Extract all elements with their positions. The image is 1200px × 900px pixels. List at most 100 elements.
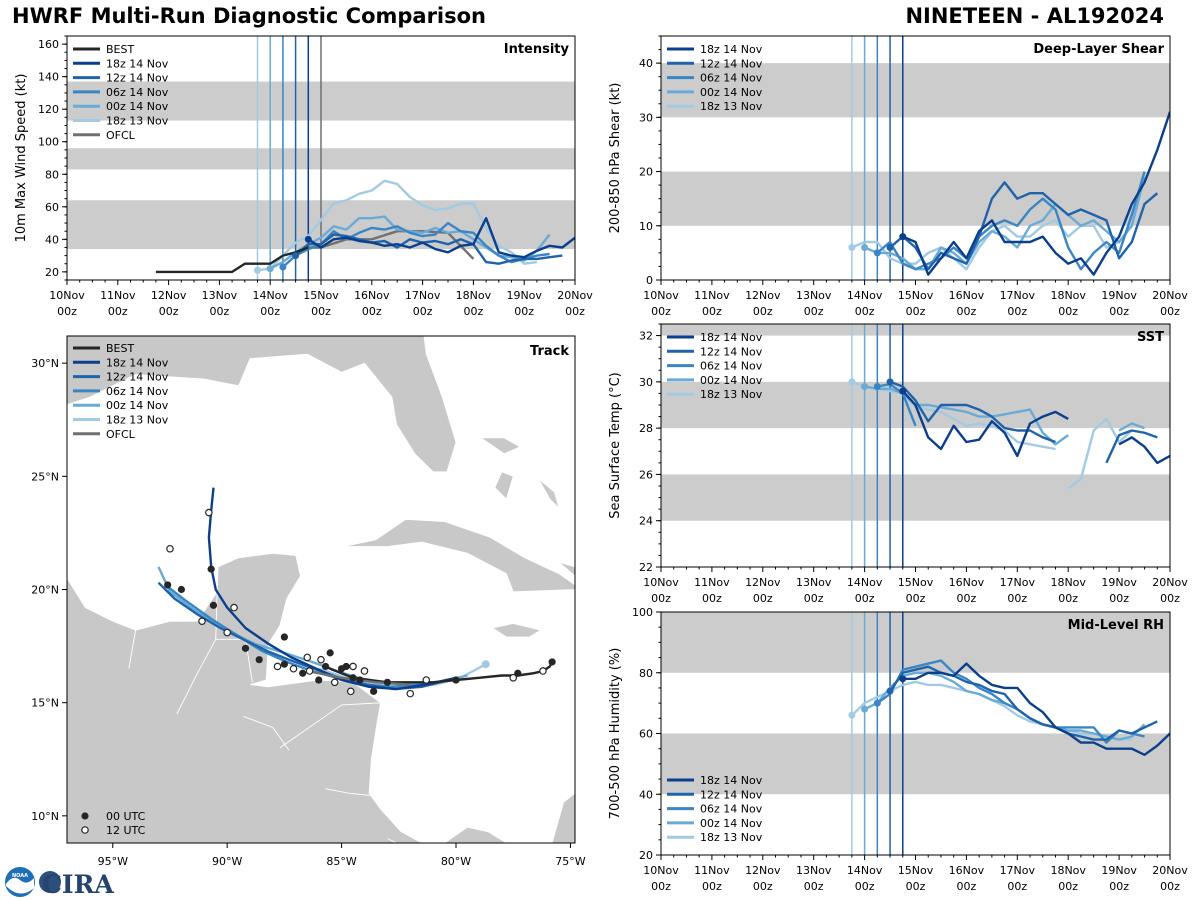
intensity-init-dot-r06z14 (279, 263, 287, 271)
shear-xtick-label-hour: 00z (906, 305, 926, 318)
shear-panel: 0 10 20 30 40 10Nov 00z 11Nov 00z 12Nov 00z 13Nov 00… (608, 35, 1188, 318)
track-legend-label: 12z 14 Nov (106, 371, 169, 384)
land-southam (551, 792, 575, 843)
track-marker-00utc (241, 644, 250, 652)
marker-legend-12utc-icon (81, 826, 89, 834)
intensity-xtick-label-day: 16Nov (354, 289, 390, 302)
intensity-legend-label: 06z 14 Nov (106, 86, 169, 99)
shear-title: Deep-Layer Shear (1033, 42, 1164, 57)
marker-legend-00utc-icon (81, 812, 89, 820)
intensity-init-dot-r00z14 (266, 265, 274, 273)
track-land (67, 336, 575, 843)
sst-legend-label: 12z 14 Nov (700, 345, 763, 358)
rh-legend-label: 00z 14 Nov (700, 817, 763, 830)
rh-xtick-label-day: 10Nov (643, 864, 679, 877)
shear-init-dot-r00z14 (861, 243, 869, 251)
rh-xtick-label-day: 14Nov (847, 864, 883, 877)
track-xtick-label: 75°W (555, 855, 585, 868)
intensity-xtick-label-day: 17Nov (405, 289, 441, 302)
intensity-xtick-label-hour: 00z (57, 305, 77, 318)
shear-series-r00z14 (864, 176, 1146, 271)
land-yucatanN (558, 561, 575, 577)
intensity-legend-label: OFCL (106, 129, 136, 142)
sst-legend-label: 00z 14 Nov (700, 374, 763, 387)
sst-legend-label: 18z 14 Nov (700, 331, 763, 344)
track-marker-12utc (289, 664, 298, 673)
rh-xtick-label-hour: 00z (957, 880, 977, 893)
shear-xtick-label-day: 10Nov (643, 289, 679, 302)
track-marker-12utc (539, 667, 547, 675)
intensity-legend-label: BEST (106, 43, 134, 56)
track-marker-12utc (349, 662, 357, 671)
shear-xtick-label-hour: 00z (855, 305, 875, 318)
page-title: HWRF Multi-Run Diagnostic Comparison (12, 4, 487, 28)
shear-init-dot-r18z14 (899, 233, 907, 241)
track-marker-00utc (209, 601, 218, 609)
shear-ylabel: 200-850 hPa Shear (kt) (608, 83, 623, 234)
intensity-ytick-label: 100 (38, 136, 59, 149)
track-marker-12utc (330, 678, 339, 687)
land-bahamas1 (479, 437, 522, 455)
intensity-series-r06z14 (282, 221, 550, 268)
intensity-xtick-label-hour: 00z (108, 305, 128, 318)
land-usa (67, 336, 457, 473)
sst-xtick-label-day: 16Nov (949, 576, 985, 589)
track-legend-label: 18z 13 Nov (106, 414, 169, 427)
shear-series-r12z14 (889, 181, 1159, 271)
sst-legend-label: 18z 13 Nov (700, 388, 763, 401)
shear-init-dot-r12z14 (886, 243, 894, 251)
sst-xtick-label-day: 12Nov (745, 576, 781, 589)
intensity-ytick-label: 140 (38, 71, 59, 84)
shear-legend-label: 12z 14 Nov (700, 57, 763, 70)
land-mexico (67, 552, 508, 843)
rh-init-dot-r06z14 (873, 699, 881, 707)
land-cuba (343, 518, 575, 593)
shear-xtick-label-hour: 00z (804, 305, 824, 318)
rh-series-r12z14 (889, 665, 1158, 741)
rh-series-r06z14 (876, 659, 1145, 744)
rh-ytick-label: 80 (639, 667, 653, 680)
intensity-series-r00z14 (269, 215, 551, 270)
track-marker-00utc (356, 676, 364, 684)
shear-xtick-label-day: 15Nov (898, 289, 934, 302)
shear-xtick-label-hour: 00z (1109, 305, 1129, 318)
rh-ylabel: 700-500 hPa Humidity (%) (608, 648, 623, 820)
shear-legend-label: 06z 14 Nov (700, 72, 763, 85)
intensity-xtick-label-day: 14Nov (252, 289, 288, 302)
track-series-r06z14 (164, 584, 450, 688)
shear-xtick-label-hour: 00z (753, 305, 773, 318)
intensity-legend-label: 18z 13 Nov (106, 115, 169, 128)
land-bahamas3 (538, 478, 560, 510)
track-series-r18z14 (207, 487, 457, 691)
border-2 (325, 788, 372, 796)
sst-xtick-label-hour: 00z (957, 592, 977, 605)
track-legend-label: 18z 14 Nov (106, 356, 169, 369)
track-marker-12utc (303, 653, 312, 662)
track-marker-00utc (321, 662, 330, 671)
rh-xtick-label-hour: 00z (804, 880, 824, 893)
track-marker-00utc (177, 585, 186, 594)
sst-band-0 (661, 474, 1170, 521)
sst-ytick-label: 28 (639, 422, 653, 435)
rh-ytick-label: 60 (639, 728, 653, 741)
intensity-xtick-label-hour: 00z (514, 305, 534, 318)
intensity-xtick-label-day: 11Nov (100, 289, 136, 302)
sst-xtick-label-hour: 00z (702, 592, 722, 605)
sst-series-r00z14 (864, 385, 1145, 446)
rh-xtick-label-hour: 00z (753, 880, 773, 893)
sst-xtick-label-day: 13Nov (796, 576, 832, 589)
sst-init-dot-r00z14 (861, 382, 869, 390)
intensity-xtick-label-day: 15Nov (303, 289, 339, 302)
marker-legend-12utc: 12 UTC (106, 824, 146, 837)
shear-xtick-label-hour: 00z (702, 305, 722, 318)
shear-series-r06z14 (876, 171, 1146, 271)
sst-init-dot-r18z13 (848, 378, 856, 386)
rh-xtick-label-day: 15Nov (898, 864, 934, 877)
shear-xtick-label-day: 20Nov (1152, 289, 1188, 302)
intensity-series-r18z14 (307, 217, 575, 259)
track-legend-label: 00z 14 Nov (106, 399, 169, 412)
track-marker-00utc (370, 687, 378, 695)
track-legend-label: OFCL (106, 428, 136, 441)
rh-legend-label: 12z 14 Nov (700, 788, 763, 801)
track-marker-12utc (406, 689, 415, 698)
